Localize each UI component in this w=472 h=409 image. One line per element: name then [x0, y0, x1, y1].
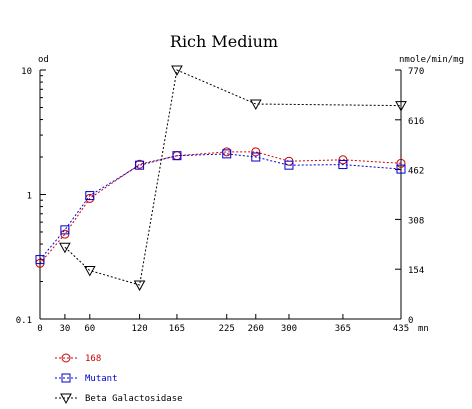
right-tick-label: 0 [408, 316, 413, 326]
left-tick-label: 0.1 [16, 316, 32, 326]
data-point [59, 242, 71, 254]
right-tick-label: 770 [408, 67, 424, 77]
series-layer [35, 65, 407, 292]
legend-marker [61, 353, 71, 363]
left-axis-label: od [38, 55, 49, 65]
x-tick-label: 435 [393, 324, 409, 334]
data-point [222, 149, 232, 159]
data-point [172, 151, 182, 161]
x-tick-label: 30 [59, 324, 70, 334]
right-tick-label: 308 [408, 216, 424, 226]
series-line [64, 69, 402, 286]
legend-entry: 168 [85, 354, 101, 364]
x-tick-label: 260 [248, 324, 264, 334]
x-tick-label: 0 [37, 324, 42, 334]
series-2 [59, 65, 407, 292]
series-line [39, 153, 402, 260]
x-tick-label: 165 [169, 324, 185, 334]
data-point [35, 255, 45, 265]
data-point [338, 155, 348, 165]
left-tick-label: 1 [27, 192, 32, 202]
data-point [284, 160, 294, 170]
right-tick-label: 154 [408, 266, 424, 276]
axes: 10 1 0.1 770 616 462 308 154 0 0 30 60 120 165 225 260 3… [16, 67, 425, 334]
right-tick-label: 462 [408, 167, 424, 177]
legend-entry: Mutant [85, 374, 118, 384]
left-tick-label: 10 [21, 67, 32, 77]
data-point [396, 158, 406, 168]
x-tick-label: 120 [131, 324, 147, 334]
chart-title: Rich Medium [170, 32, 278, 51]
data-point [251, 147, 261, 157]
data-point [133, 280, 146, 292]
data-point [251, 152, 261, 162]
data-point [338, 160, 348, 170]
legend-entry: Beta Galactosidase [85, 394, 183, 404]
x-tick-label: 365 [335, 324, 351, 334]
x-axis-label: mn [418, 324, 429, 334]
legend: 168 Mutant Beta Galactosidase [55, 353, 183, 405]
x-tick-label: 60 [84, 324, 95, 334]
data-point [249, 99, 262, 110]
data-point [396, 164, 406, 174]
x-tick-label: 300 [281, 324, 297, 334]
data-point [85, 191, 95, 201]
data-point [395, 101, 407, 112]
series-0 [35, 147, 406, 268]
right-tick-label: 616 [408, 117, 424, 127]
data-point [135, 160, 145, 170]
legend-marker [61, 373, 71, 383]
right-axis-label: nmole/min/mg [399, 55, 464, 65]
data-point [171, 65, 183, 77]
data-point [60, 225, 70, 235]
x-tick-label: 225 [219, 324, 235, 334]
legend-marker [60, 393, 72, 405]
series-1 [35, 149, 406, 265]
data-point [83, 265, 96, 277]
series-line [39, 151, 402, 264]
